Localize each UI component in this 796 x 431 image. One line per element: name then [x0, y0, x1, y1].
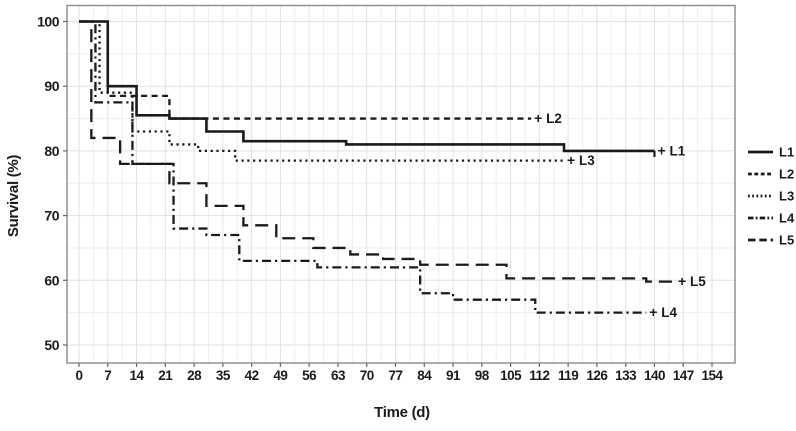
legend-item-L2: L2 — [748, 167, 794, 182]
legend-label-L2: L2 — [779, 167, 794, 182]
x-axis-title: Time (d) — [374, 404, 430, 421]
x-tick-label: 91 — [446, 368, 461, 383]
censor-mark-L4: + — [649, 304, 657, 320]
x-tick-label: 126 — [586, 368, 608, 383]
plot-border — [66, 4, 736, 364]
legend-item-L4: L4 — [748, 211, 795, 226]
end-label-L1: L1 — [669, 143, 685, 158]
y-tick-label: 80 — [44, 143, 59, 159]
x-tick-label: 49 — [273, 368, 287, 383]
series: + L5 + L4 + L3 + L2 + L1 — [79, 20, 706, 320]
x-tick-label: 119 — [558, 368, 578, 383]
y-axis: 50 60 70 80 90 100 — [37, 14, 67, 353]
series-L2-line — [79, 20, 532, 120]
x-tick-label: 28 — [187, 368, 202, 383]
x-axis: 0 7 14 21 28 35 42 49 56 63 70 77 84 91 98 105 112 119 126… — [75, 363, 724, 383]
y-axis-title: Survival (%) — [5, 154, 22, 238]
x-tick-label: 0 — [75, 368, 82, 383]
x-tick-label: 84 — [417, 368, 432, 383]
x-tick-label: 56 — [302, 368, 317, 383]
end-label-L5: L5 — [690, 274, 706, 289]
end-label-L4: L4 — [661, 305, 677, 320]
legend-item-L5: L5 — [748, 233, 794, 248]
legend-item-L1: L1 — [748, 145, 794, 160]
x-tick-label: 133 — [615, 368, 637, 383]
censor-mark-L1: + — [657, 142, 665, 158]
legend-label-L5: L5 — [779, 233, 794, 248]
series-L1-line — [79, 20, 655, 153]
y-tick-label: 90 — [44, 78, 59, 94]
legend-label-L3: L3 — [779, 189, 794, 204]
x-tick-label: 63 — [331, 368, 346, 383]
x-tick-label: 7 — [104, 368, 111, 383]
series-L3-line — [79, 20, 565, 162]
x-tick-label: 21 — [158, 368, 173, 383]
x-tick-label: 35 — [216, 368, 231, 383]
censor-mark-L2: + — [534, 110, 542, 126]
censor-mark-L3: + — [567, 152, 575, 168]
legend-label-L1: L1 — [779, 145, 794, 160]
y-tick-label: 60 — [44, 272, 59, 288]
y-tick-label: 70 — [44, 208, 59, 224]
gridlines — [67, 5, 735, 363]
y-tick-label: 100 — [37, 14, 60, 30]
censor-mark-L5: + — [678, 273, 686, 289]
x-tick-label: 77 — [388, 368, 402, 383]
x-tick-label: 154 — [701, 368, 723, 383]
x-tick-label: 147 — [673, 368, 694, 383]
end-label-L2: L2 — [546, 111, 562, 126]
legend: L1 L2 L3 L4 L5 — [748, 145, 795, 248]
legend-item-L3: L3 — [748, 189, 794, 204]
end-label-L3: L3 — [579, 153, 595, 168]
x-tick-label: 140 — [644, 368, 665, 383]
x-tick-label: 98 — [475, 368, 490, 383]
legend-label-L4: L4 — [779, 211, 795, 226]
series-L4-line — [79, 20, 647, 314]
x-tick-label: 42 — [245, 368, 259, 383]
x-tick-label: 70 — [360, 368, 374, 383]
x-tick-label: 14 — [130, 368, 145, 383]
x-tick-label: 112 — [529, 368, 549, 383]
series-L5-line — [79, 20, 676, 283]
x-tick-label: 105 — [500, 368, 522, 383]
y-tick-label: 50 — [44, 337, 59, 353]
